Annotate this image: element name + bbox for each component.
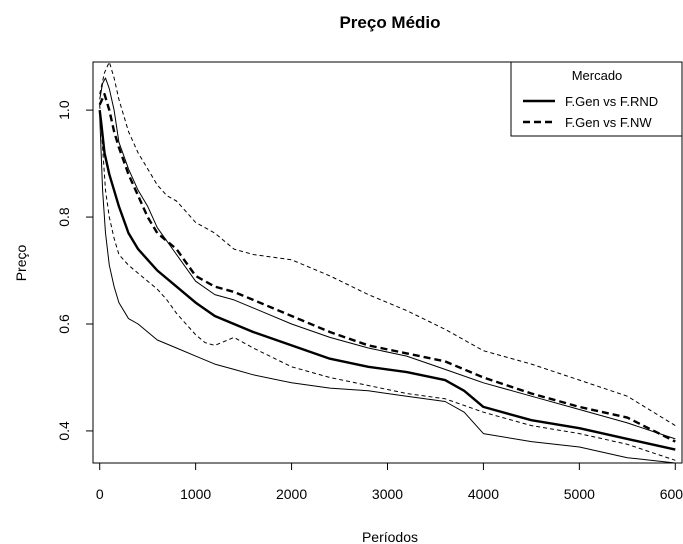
x-tick-label: 3000 (372, 486, 403, 502)
series-line-2 (98, 92, 676, 443)
series-layer (98, 61, 676, 464)
series-line-1 (98, 109, 676, 451)
x-tick-label: 4000 (468, 486, 499, 502)
legend-entry-label: F.Gen vs F.NW (565, 115, 652, 130)
x-tick-label: 2000 (276, 486, 307, 502)
y-axis: 0.4 0.6 0.8 1.0 (56, 100, 94, 441)
x-tick-label: 0 (96, 486, 104, 502)
band-line-5 (99, 61, 676, 427)
x-axis-label: Períodos (362, 529, 418, 544)
y-axis-label: Preço (13, 245, 29, 282)
x-tick-label: 5000 (564, 486, 595, 502)
legend-title: Mercado (572, 68, 623, 83)
y-tick-label: 0.4 (56, 421, 72, 441)
band-line-3 (99, 77, 676, 440)
legend-box (510, 61, 683, 137)
x-tick-label: 1000 (180, 486, 211, 502)
band-line-4 (99, 115, 676, 464)
chart-title: Preço Médio (339, 13, 440, 32)
legend: Mercado F.Gen vs F.RND F.Gen vs F.NW (510, 61, 683, 137)
y-tick-label: 0.8 (56, 207, 72, 227)
band-line-6 (99, 104, 676, 461)
y-tick-label: 0.6 (56, 314, 72, 334)
y-tick-label: 1.0 (56, 100, 72, 120)
legend-entry-label: F.Gen vs F.RND (565, 94, 658, 109)
